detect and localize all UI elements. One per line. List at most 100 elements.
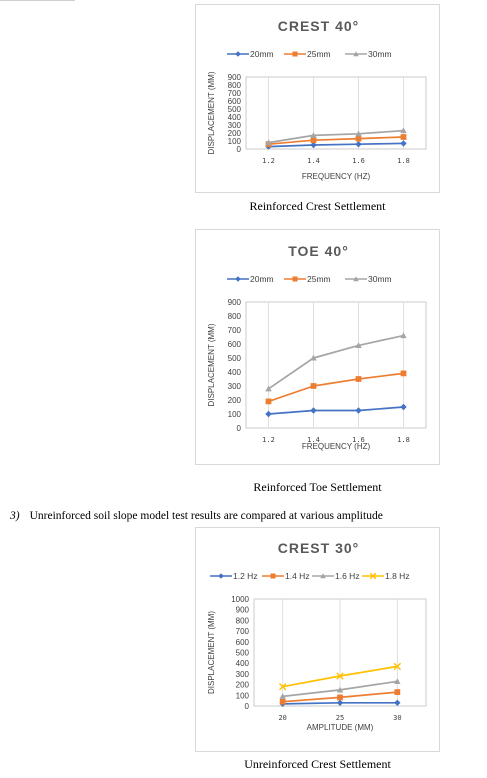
legend-item: 30mm bbox=[345, 49, 392, 59]
plot-area bbox=[245, 76, 427, 150]
legend-item: 20mm bbox=[227, 274, 274, 284]
chart-crest-30: CREST 30° 1.2 Hz 1.4 Hz 1.6 Hz 1.8 Hz 0 100 200… bbox=[195, 527, 440, 752]
x-tick-label: 30 bbox=[393, 714, 401, 722]
y-tick-label: 200 bbox=[228, 129, 242, 138]
y-tick-label: 200 bbox=[228, 396, 242, 405]
data-point bbox=[278, 683, 287, 691]
data-point bbox=[394, 678, 401, 684]
legend-item: 30mm bbox=[345, 274, 392, 284]
data-point bbox=[336, 672, 344, 680]
section-text: Unreinforced soil slope model test resul… bbox=[29, 510, 383, 522]
legend-label: 1.8 Hz bbox=[385, 571, 410, 581]
data-point bbox=[355, 407, 362, 414]
data-point bbox=[310, 137, 317, 144]
y-tick-label: 800 bbox=[228, 81, 242, 90]
series-line bbox=[268, 136, 404, 146]
y-tick-label: 100 bbox=[236, 691, 250, 700]
x-tick-label: 1.8 bbox=[397, 436, 410, 444]
y-tick-label: 400 bbox=[228, 113, 242, 122]
y-tick-label: 300 bbox=[236, 670, 250, 679]
data-point bbox=[400, 403, 407, 411]
y-tick-label: 400 bbox=[228, 368, 242, 377]
y-tick-label: 100 bbox=[228, 137, 242, 146]
data-point bbox=[400, 370, 407, 377]
data-point bbox=[265, 410, 272, 418]
y-tick-label: 0 bbox=[237, 145, 242, 154]
data-point bbox=[400, 134, 407, 140]
chart-crest-40: CREST 40° 20mm 25mm 30mm 0 100 200 300 400 500 600… bbox=[195, 4, 440, 193]
legend-marker bbox=[292, 276, 298, 282]
legend-item: 25mm bbox=[284, 274, 331, 284]
legend-item: 20mm bbox=[227, 49, 274, 59]
series-3 bbox=[265, 332, 407, 392]
y-tick-label: 900 bbox=[228, 73, 242, 82]
section-number: 3) bbox=[10, 510, 20, 522]
legend-item: 1.2 Hz bbox=[210, 571, 258, 581]
data-point bbox=[310, 383, 317, 389]
data-point bbox=[265, 398, 272, 405]
data-point bbox=[310, 132, 317, 138]
legend-marker bbox=[292, 51, 298, 57]
legend-marker bbox=[270, 573, 276, 579]
legend-item: 1.6 Hz bbox=[312, 571, 360, 581]
legend-marker bbox=[218, 573, 224, 579]
y-tick-label: 700 bbox=[236, 627, 250, 636]
data-point bbox=[265, 139, 272, 146]
top-rule bbox=[0, 0, 75, 1]
legend-label: 25mm bbox=[307, 49, 331, 59]
x-axis-label: AMPLITUDE (MM) bbox=[307, 723, 374, 732]
legend-item: 1.4 Hz bbox=[262, 571, 310, 581]
legend-marker bbox=[235, 276, 241, 282]
series-2 bbox=[265, 370, 407, 405]
data-point bbox=[310, 141, 317, 149]
x-tick-label: 25 bbox=[336, 714, 344, 722]
series-line bbox=[268, 334, 404, 390]
legend-label: 30mm bbox=[368, 274, 392, 284]
legend-marker bbox=[353, 276, 359, 282]
data-point bbox=[400, 127, 407, 134]
data-point bbox=[279, 698, 286, 705]
legend-marker bbox=[235, 51, 241, 57]
y-tick-label: 400 bbox=[236, 659, 250, 668]
x-tick-label: 1.8 bbox=[397, 157, 410, 165]
data-point bbox=[337, 694, 343, 701]
series-1 bbox=[265, 140, 407, 150]
legend-label: 30mm bbox=[368, 49, 392, 59]
y-axis-label: DISPLACEMENT (MM) bbox=[207, 611, 216, 694]
chart-title: CREST 40° bbox=[278, 18, 360, 34]
y-tick-label: 600 bbox=[236, 638, 250, 647]
x-tick-label: 1.2 bbox=[262, 436, 275, 444]
data-point bbox=[265, 385, 272, 392]
data-point bbox=[400, 332, 407, 339]
legend-label: 20mm bbox=[250, 49, 274, 59]
x-axis-label: FREQUENCY (HZ) bbox=[302, 172, 371, 181]
y-tick-label: 1000 bbox=[231, 595, 249, 604]
legend-label: 1.4 Hz bbox=[285, 571, 310, 581]
data-point bbox=[310, 407, 317, 414]
series-3 bbox=[265, 127, 407, 146]
data-point bbox=[355, 141, 362, 148]
y-tick-label: 900 bbox=[228, 298, 242, 307]
chart-title: TOE 40° bbox=[288, 243, 349, 259]
chart-title: CREST 30° bbox=[278, 540, 360, 556]
y-tick-label: 300 bbox=[228, 382, 242, 391]
y-tick-label: 600 bbox=[228, 97, 242, 106]
legend-item: 25mm bbox=[284, 49, 331, 59]
y-tick-label: 700 bbox=[228, 89, 242, 98]
series-line bbox=[268, 372, 404, 403]
legend-marker bbox=[320, 573, 326, 579]
legend-label: 1.2 Hz bbox=[233, 571, 258, 581]
data-point bbox=[394, 699, 401, 706]
x-tick-label: 20 bbox=[278, 714, 286, 722]
legend-label: 1.6 Hz bbox=[335, 571, 360, 581]
data-point bbox=[393, 662, 402, 671]
y-axis-label: DISPLACEMENT (MM) bbox=[207, 323, 216, 406]
x-tick-label: 1.4 bbox=[307, 436, 320, 444]
x-tick-label: 1.6 bbox=[352, 157, 365, 165]
plot-area bbox=[245, 301, 427, 429]
y-tick-label: 500 bbox=[228, 354, 242, 363]
legend-label: 20mm bbox=[250, 274, 274, 284]
series-1 bbox=[265, 403, 407, 418]
y-tick-label: 200 bbox=[236, 681, 250, 690]
legend-marker bbox=[369, 572, 377, 580]
